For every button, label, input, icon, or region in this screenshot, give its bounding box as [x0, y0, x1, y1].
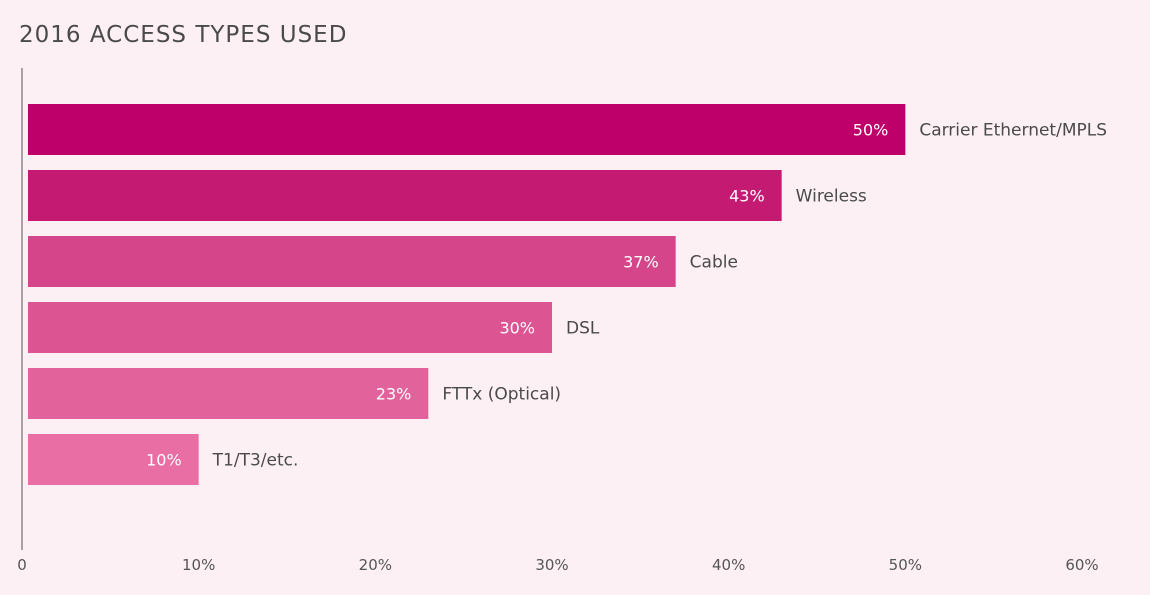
bar — [28, 104, 906, 155]
bar — [28, 302, 552, 353]
bar — [28, 368, 429, 419]
x-tick-label: 0 — [17, 556, 27, 574]
bar-value-label: 23% — [376, 385, 412, 404]
category-label: FTTx (Optical) — [442, 385, 561, 405]
category-label: T1/T3/etc. — [212, 451, 299, 471]
x-tick-label: 40% — [712, 556, 745, 574]
category-label: Cable — [690, 253, 738, 273]
x-tick-label: 50% — [889, 556, 922, 574]
category-label: DSL — [566, 319, 600, 339]
bar-value-label: 50% — [853, 121, 889, 140]
category-label: Wireless — [796, 187, 867, 207]
bar-value-label: 43% — [729, 187, 765, 206]
x-tick-label: 60% — [1065, 556, 1098, 574]
x-tick-label: 30% — [535, 556, 568, 574]
bar-value-label: 30% — [499, 319, 535, 338]
x-tick-label: 10% — [182, 556, 215, 574]
bar — [28, 236, 676, 287]
bar-value-label: 10% — [146, 451, 182, 470]
x-tick-label: 20% — [359, 556, 392, 574]
chart-title: 2016 ACCESS TYPES USED — [19, 22, 348, 48]
bar-value-label: 37% — [623, 253, 659, 272]
category-label: Carrier Ethernet/MPLS — [919, 121, 1107, 141]
bar — [28, 170, 782, 221]
bar — [28, 434, 199, 485]
